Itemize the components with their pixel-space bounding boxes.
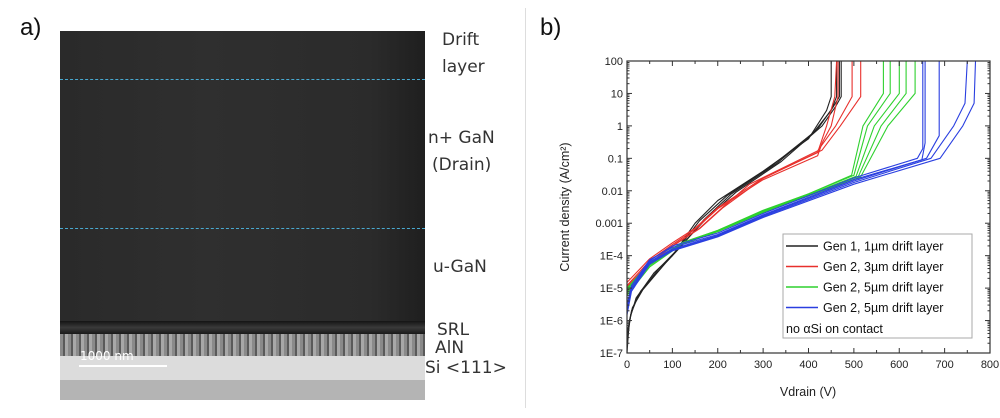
label-u-gan: u-GaN [433, 257, 487, 277]
series-curve [626, 60, 977, 315]
si-lower-band [60, 380, 425, 400]
label-srl: SRL [437, 320, 470, 340]
y-tick-label: 1E-5 [600, 283, 623, 295]
x-tick-label: 600 [890, 359, 908, 371]
x-tick-label: 700 [935, 359, 953, 371]
scale-bar-label: 1000 nm [80, 349, 134, 363]
y-tick-label: 0.001 [595, 218, 623, 230]
legend-entry: Gen 2, 5µm drift layer [823, 301, 943, 315]
y-tick-label: 1E-7 [600, 348, 623, 360]
series-curve [626, 61, 940, 308]
label-drain: (Drain) [432, 155, 492, 175]
srl-band [60, 321, 425, 334]
y-tick-label: 1 [617, 121, 623, 133]
legend: no αSi on contact Gen 1, 1µm drift layer… [782, 233, 973, 339]
series-curve [626, 61, 832, 354]
x-tick-label: 800 [981, 359, 999, 371]
x-tick-label: 400 [799, 359, 817, 371]
y-tick-label: 100 [605, 56, 623, 68]
panel-a-label: a) [20, 14, 42, 41]
drain-boundary-line [60, 228, 425, 229]
tem-micrograph: 1000 nm [60, 31, 425, 400]
legend-entry: Gen 2, 3µm drift layer [823, 260, 943, 274]
panel-b-label: b) [540, 14, 562, 41]
x-tick-label: 100 [663, 359, 681, 371]
legend-box [782, 233, 973, 339]
series-4 [626, 60, 977, 315]
series-curve [626, 61, 862, 289]
label-n-gan: n+ GaN [428, 128, 495, 148]
series-curve [626, 61, 839, 286]
si-band [60, 356, 425, 380]
y-axis-label: Current density (A/cm²) [558, 142, 572, 271]
label-aln: AlN [435, 338, 465, 358]
y-tick-label: 10 [611, 88, 623, 100]
series-curve [626, 60, 838, 283]
y-tick-label: 0.01 [602, 186, 623, 198]
y-tick-label: 1E-4 [600, 251, 623, 263]
y-tick-label: 0.1 [608, 153, 623, 165]
label-si: Si <111> [425, 358, 507, 378]
x-tick-label: 500 [845, 359, 863, 371]
series-curve [626, 61, 926, 306]
y-tick-label: 1E-6 [600, 316, 623, 328]
panel-divider [525, 8, 526, 408]
label-layer: layer [442, 57, 485, 77]
x-tick-label: 300 [754, 359, 772, 371]
label-drift: Drift [442, 30, 480, 50]
x-axis-label: Vdrain (V) [780, 385, 836, 399]
scale-bar [79, 365, 167, 367]
legend-entry: Gen 2, 5µm drift layer [823, 281, 943, 295]
series-curve [626, 61, 840, 338]
axes: 0 100 200 300 400 500 600 700 800 1E-7 1E-6 1E-5 1E-… [595, 56, 999, 371]
series-curve [626, 60, 968, 311]
curves [626, 60, 977, 354]
x-tick-label: 200 [709, 359, 727, 371]
legend-note: no αSi on contact [786, 322, 883, 336]
aln-band [60, 334, 425, 356]
x-tick-label: 0 [624, 359, 630, 371]
legend-entry: Gen 1, 1µm drift layer [823, 240, 943, 254]
drift-boundary-line [60, 79, 425, 80]
